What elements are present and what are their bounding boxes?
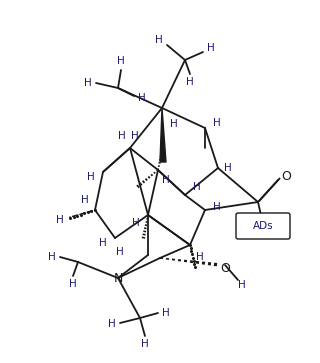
Text: H: H xyxy=(118,131,126,141)
Text: O: O xyxy=(220,261,230,274)
Text: O: O xyxy=(281,171,291,184)
Text: H: H xyxy=(162,308,170,318)
Text: H: H xyxy=(213,118,221,128)
Text: H: H xyxy=(186,77,194,87)
FancyBboxPatch shape xyxy=(236,213,290,239)
Text: H: H xyxy=(213,202,221,212)
Text: H: H xyxy=(87,172,95,182)
Text: H: H xyxy=(69,279,77,289)
Text: H: H xyxy=(99,238,107,248)
Text: H: H xyxy=(196,252,204,262)
Text: H: H xyxy=(141,339,149,349)
Text: H: H xyxy=(207,43,215,53)
Text: H: H xyxy=(193,182,201,192)
Text: N: N xyxy=(113,272,123,285)
Text: H: H xyxy=(116,247,124,257)
Text: H: H xyxy=(162,175,170,185)
Text: H: H xyxy=(155,35,163,45)
Text: H: H xyxy=(238,280,246,290)
Text: H: H xyxy=(48,252,56,262)
Text: H: H xyxy=(81,195,89,205)
Text: H: H xyxy=(138,93,146,103)
Text: H: H xyxy=(117,56,125,66)
Text: H: H xyxy=(56,215,64,225)
Text: H: H xyxy=(170,119,178,129)
Polygon shape xyxy=(160,108,166,162)
Text: H: H xyxy=(224,163,232,173)
Text: H: H xyxy=(131,131,139,141)
Text: ADs: ADs xyxy=(253,221,273,231)
Text: H: H xyxy=(132,218,140,228)
Text: H: H xyxy=(84,78,92,88)
Text: H: H xyxy=(108,319,116,329)
